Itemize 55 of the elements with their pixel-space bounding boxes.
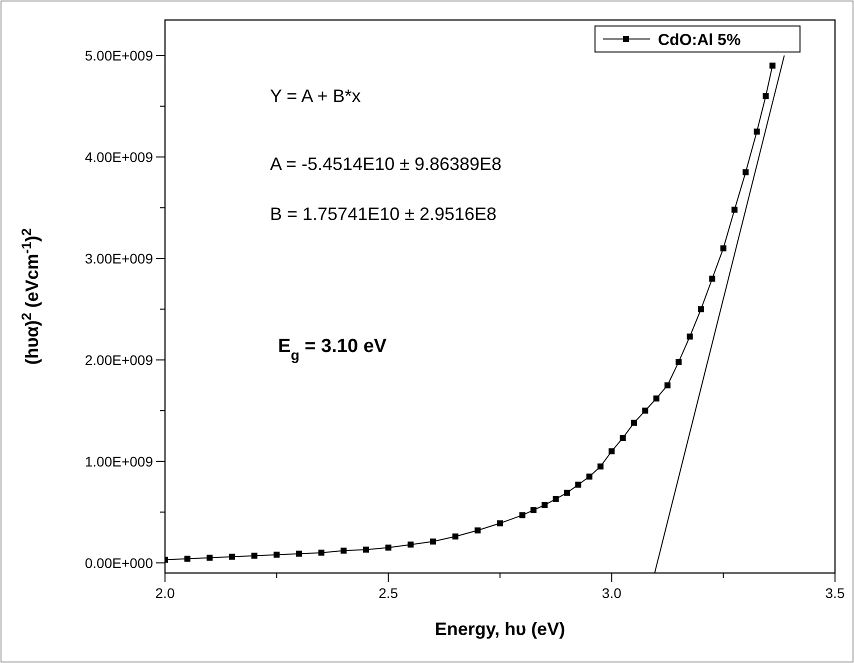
point: [340, 548, 347, 554]
point: [642, 408, 648, 414]
point: [564, 490, 570, 496]
point: [251, 552, 258, 559]
annotation: Y = A + B*x: [270, 86, 361, 106]
point: [769, 62, 776, 69]
point: [720, 245, 726, 252]
point: [664, 382, 670, 388]
point: [497, 520, 503, 526]
point: [608, 448, 615, 454]
point: [229, 554, 235, 560]
y-tick-label: 2.00E+009: [84, 352, 154, 368]
point: [732, 206, 738, 213]
y-tick-label: 4.00E+009: [84, 148, 154, 165]
point: [542, 502, 548, 508]
annotation: A = -5.4514E10 ± 9.86389E8: [270, 154, 502, 174]
point: [408, 542, 414, 548]
x-tick-label: 2.5: [378, 585, 398, 601]
y-tick-label: 5.00E+009: [84, 48, 154, 64]
point: [676, 358, 682, 365]
point: [698, 306, 704, 312]
point: [598, 463, 604, 470]
point: [586, 474, 592, 480]
point: [686, 334, 693, 340]
point: [296, 550, 302, 557]
y-tick-label: 3.00E+009: [84, 250, 154, 266]
point: [206, 554, 213, 561]
point: [184, 556, 190, 562]
x-tick-label: 3.0: [602, 585, 622, 601]
point: [474, 527, 481, 534]
point: [452, 533, 458, 540]
point: [754, 128, 760, 135]
point: [742, 169, 749, 176]
point: [631, 420, 637, 426]
point: [653, 395, 660, 402]
point: [430, 538, 436, 545]
point: [575, 482, 582, 488]
point: [318, 550, 324, 556]
legend-label: CdO:Al 5%: [658, 32, 741, 49]
point: [385, 544, 392, 551]
x-tick-label: 3.5: [825, 585, 845, 601]
x-axis-title: Energy, hυ (eV): [434, 619, 566, 639]
y-tick-label: 1.00E+009: [84, 453, 154, 470]
annotation: E$_{g}$ = 3.10 eV: [278, 336, 387, 364]
point: [519, 512, 526, 518]
point: [620, 435, 626, 442]
point: [274, 552, 280, 558]
point: [530, 507, 536, 514]
annotation: B = 1.75741E10 ± 2.9516E8: [270, 204, 497, 224]
point: [709, 276, 716, 282]
point: [363, 546, 369, 553]
x-tick-label: 2.0: [155, 585, 175, 601]
point: [762, 93, 769, 100]
point: [552, 496, 559, 502]
y-tick-label: 0.00E+000: [84, 554, 154, 571]
